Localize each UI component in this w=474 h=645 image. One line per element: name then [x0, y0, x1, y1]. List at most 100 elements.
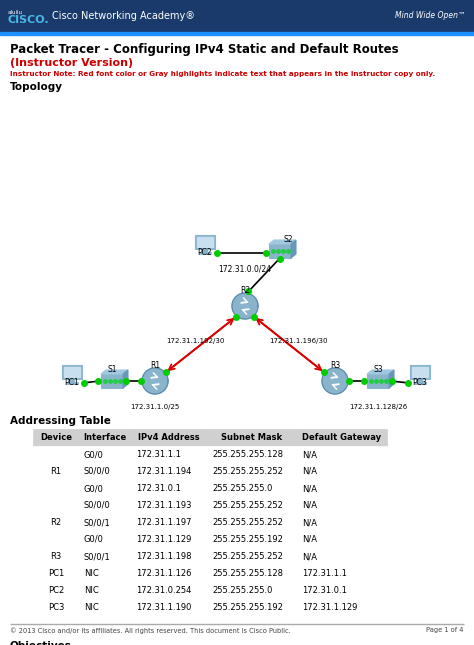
- Bar: [33, 599, 79, 616]
- Text: 255.255.255.252: 255.255.255.252: [212, 518, 283, 527]
- Bar: [33, 463, 79, 480]
- Text: Device: Device: [40, 433, 72, 442]
- Bar: [79, 463, 131, 480]
- Bar: [131, 582, 207, 599]
- Text: PC3: PC3: [413, 378, 428, 387]
- Bar: [33, 582, 79, 599]
- Bar: [297, 497, 387, 514]
- Bar: [418, 379, 422, 382]
- Bar: [207, 565, 297, 582]
- Text: 172.31.0.254: 172.31.0.254: [136, 586, 191, 595]
- Text: NIC: NIC: [84, 586, 99, 595]
- Bar: [131, 497, 207, 514]
- Text: Default Gateway: Default Gateway: [302, 433, 382, 442]
- Text: S2: S2: [283, 235, 293, 244]
- Bar: [207, 548, 297, 565]
- Text: N/A: N/A: [302, 484, 317, 493]
- Polygon shape: [232, 293, 258, 319]
- Text: N/A: N/A: [302, 467, 317, 476]
- Text: 172.31.1.194: 172.31.1.194: [136, 467, 191, 476]
- Bar: [297, 429, 387, 446]
- Bar: [33, 497, 79, 514]
- Text: R1: R1: [50, 467, 62, 476]
- Bar: [207, 497, 297, 514]
- Bar: [207, 599, 297, 616]
- Text: 255.255.255.128: 255.255.255.128: [212, 569, 283, 578]
- Bar: [207, 463, 297, 480]
- Polygon shape: [367, 370, 394, 374]
- Text: Objectives: Objectives: [10, 641, 72, 645]
- Text: 172.31.1.190: 172.31.1.190: [136, 603, 191, 612]
- Bar: [131, 565, 207, 582]
- Bar: [199, 252, 211, 254]
- Bar: [79, 531, 131, 548]
- Text: 255.255.255.192: 255.255.255.192: [212, 603, 283, 612]
- Bar: [79, 599, 131, 616]
- Text: 255.255.255.252: 255.255.255.252: [212, 467, 283, 476]
- Bar: [64, 367, 80, 377]
- Bar: [66, 381, 78, 384]
- Polygon shape: [123, 370, 128, 388]
- Bar: [207, 531, 297, 548]
- Text: R1: R1: [150, 361, 160, 370]
- Bar: [33, 514, 79, 531]
- Bar: [79, 446, 131, 463]
- Bar: [297, 480, 387, 497]
- Text: R2: R2: [240, 286, 250, 295]
- Text: G0/0: G0/0: [84, 450, 104, 459]
- Bar: [367, 374, 389, 388]
- Text: R3: R3: [330, 361, 340, 370]
- Text: NIC: NIC: [84, 603, 99, 612]
- Bar: [297, 599, 387, 616]
- Text: Addressing Table: Addressing Table: [10, 416, 111, 426]
- Bar: [101, 374, 123, 388]
- Bar: [207, 446, 297, 463]
- Text: S0/0/1: S0/0/1: [84, 518, 111, 527]
- Bar: [131, 463, 207, 480]
- Text: aluilu: aluilu: [8, 10, 23, 14]
- Text: 172.31.1.197: 172.31.1.197: [136, 518, 191, 527]
- Bar: [203, 249, 207, 252]
- Text: NIC: NIC: [84, 569, 99, 578]
- Polygon shape: [389, 370, 394, 388]
- Bar: [62, 365, 82, 379]
- Bar: [131, 446, 207, 463]
- Bar: [79, 429, 131, 446]
- Bar: [79, 480, 131, 497]
- Text: IPv4 Address: IPv4 Address: [138, 433, 200, 442]
- Polygon shape: [322, 368, 348, 394]
- Text: Instructor Note: Red font color or Gray highlights indicate text that appears in: Instructor Note: Red font color or Gray …: [10, 71, 435, 77]
- Bar: [207, 514, 297, 531]
- Text: Cisco Networking Academy®: Cisco Networking Academy®: [52, 11, 195, 21]
- Text: 255.255.255.0: 255.255.255.0: [212, 484, 273, 493]
- Text: PC1: PC1: [48, 569, 64, 578]
- Text: CISCO.: CISCO.: [8, 15, 50, 25]
- Bar: [131, 599, 207, 616]
- Text: 255.255.255.252: 255.255.255.252: [212, 501, 283, 510]
- Bar: [131, 548, 207, 565]
- Bar: [207, 480, 297, 497]
- Text: S0/0/0: S0/0/0: [84, 501, 111, 510]
- Bar: [70, 379, 74, 382]
- Bar: [412, 367, 428, 377]
- Text: Interface: Interface: [83, 433, 127, 442]
- Text: 172.31.1.126: 172.31.1.126: [136, 569, 191, 578]
- Bar: [79, 565, 131, 582]
- Bar: [197, 237, 213, 247]
- Text: 255.255.255.192: 255.255.255.192: [212, 535, 283, 544]
- Bar: [33, 429, 79, 446]
- Text: 172.31.1.129: 172.31.1.129: [136, 535, 191, 544]
- Text: N/A: N/A: [302, 535, 317, 544]
- Text: Topology: Topology: [10, 82, 63, 92]
- Bar: [414, 381, 426, 384]
- Text: G0/0: G0/0: [84, 535, 104, 544]
- Text: N/A: N/A: [302, 501, 317, 510]
- Polygon shape: [291, 240, 296, 258]
- Text: S3: S3: [373, 365, 383, 374]
- Bar: [297, 514, 387, 531]
- Text: S0/0/0: S0/0/0: [84, 467, 111, 476]
- Bar: [269, 244, 291, 258]
- Bar: [33, 548, 79, 565]
- Text: Page 1 of 4: Page 1 of 4: [427, 627, 464, 633]
- Bar: [410, 365, 430, 379]
